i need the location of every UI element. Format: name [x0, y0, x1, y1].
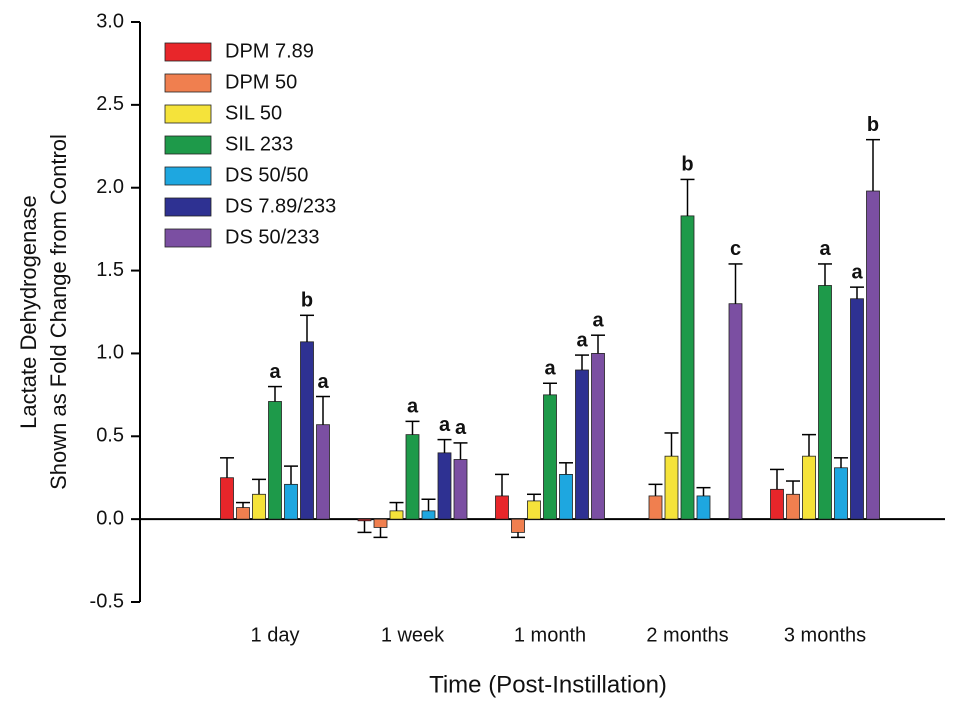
x-tick-label: 2 months [646, 624, 728, 646]
legend-swatch [164, 73, 212, 93]
legend-swatch [164, 135, 212, 155]
bar [559, 473, 573, 520]
legend-swatch [164, 104, 212, 124]
significance-letter: a [317, 371, 329, 393]
bar [421, 510, 436, 520]
y-tick-label: 2.5 [96, 93, 124, 115]
legend-label: DS 50/233 [225, 226, 320, 248]
bar [834, 467, 848, 520]
bar [405, 434, 420, 520]
bar [818, 285, 832, 520]
bar [696, 495, 711, 520]
x-tick-label: 1 day [251, 624, 300, 646]
y-tick-label: 3.0 [96, 10, 124, 32]
legend-swatch [164, 42, 212, 62]
significance-letter: a [269, 361, 281, 383]
legend-swatch [164, 228, 212, 248]
legend-swatch [164, 166, 212, 186]
bar [220, 477, 234, 520]
bar [664, 455, 679, 520]
bar [648, 495, 663, 520]
significance-letter: a [455, 417, 467, 439]
y-tick-label: 2.0 [96, 176, 124, 198]
bar [575, 369, 589, 520]
y-tick-label: 1.5 [96, 259, 124, 281]
x-tick-label: 1 month [514, 624, 586, 646]
bar [543, 394, 557, 520]
y-tick-label: 0.0 [96, 507, 124, 529]
significance-letter: a [592, 309, 604, 331]
legend-label: SIL 50 [225, 102, 282, 124]
significance-letter: b [681, 154, 693, 176]
significance-letter: a [407, 396, 419, 418]
bar [373, 518, 388, 528]
bar [511, 518, 525, 533]
bar [591, 353, 605, 520]
y-axis-label: Shown as Fold Change from Control [46, 134, 71, 490]
significance-letter: a [544, 358, 556, 380]
significance-letter: a [439, 414, 451, 436]
bar [728, 303, 743, 520]
bar [389, 510, 404, 520]
y-tick-label: 0.5 [96, 425, 124, 447]
significance-letter: c [730, 238, 741, 260]
significance-letter: a [819, 238, 831, 260]
bar [268, 401, 282, 520]
x-tick-label: 1 week [381, 624, 445, 646]
bar [866, 190, 880, 520]
bar [786, 493, 800, 520]
legend-label: SIL 233 [225, 133, 293, 155]
bar [357, 518, 372, 522]
bar [453, 459, 468, 520]
bar [236, 507, 250, 520]
bar [680, 215, 695, 520]
bar [802, 455, 816, 520]
legend-label: DPM 50 [225, 71, 297, 93]
bar [316, 424, 330, 520]
y-tick-label: 1.0 [96, 342, 124, 364]
y-tick-label: -0.5 [90, 590, 124, 612]
y-axis-label: Lactate Dehydrogenase [16, 195, 41, 429]
legend-label: DPM 7.89 [225, 40, 314, 62]
legend-label: DS 7.89/233 [225, 195, 336, 217]
significance-letter: b [867, 114, 879, 136]
bar [252, 493, 266, 520]
significance-letter: a [576, 329, 588, 351]
bar [437, 452, 452, 520]
x-axis-label: Time (Post-Instillation) [429, 671, 667, 698]
legend-label: DS 50/50 [225, 164, 308, 186]
significance-letter: b [301, 290, 313, 312]
bar [300, 341, 314, 520]
bar [284, 483, 298, 520]
bar [527, 500, 541, 520]
bar [850, 298, 864, 520]
bar [495, 495, 509, 520]
bar [770, 488, 784, 520]
significance-letter: a [851, 261, 863, 283]
legend-swatch [164, 197, 212, 217]
x-tick-label: 3 months [784, 624, 866, 646]
